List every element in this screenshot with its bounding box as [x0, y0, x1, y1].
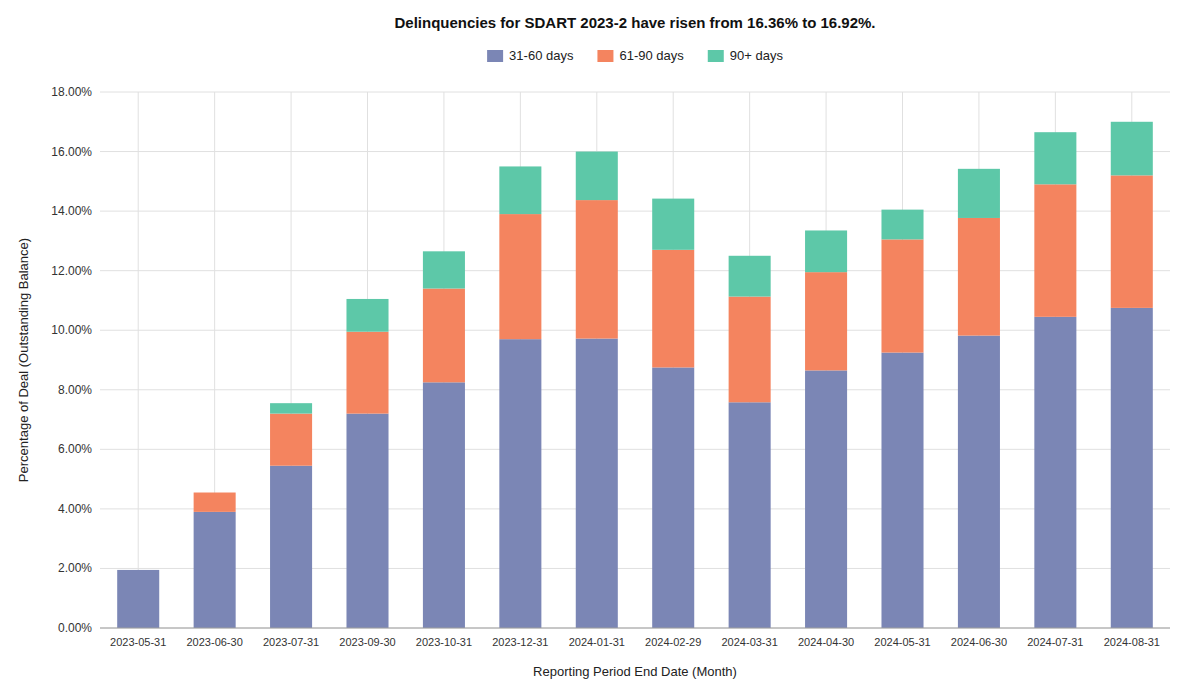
bar: [958, 218, 1000, 336]
y-tick-label: 16.00%: [51, 145, 92, 159]
bar: [1034, 132, 1076, 184]
bar: [270, 414, 312, 466]
x-tick-label: 2024-02-29: [645, 636, 701, 648]
y-tick-label: 8.00%: [58, 383, 92, 397]
bar: [423, 382, 465, 628]
y-tick-label: 6.00%: [58, 442, 92, 456]
y-grid-line: [100, 151, 1170, 152]
bar: [729, 402, 771, 628]
bar: [576, 339, 618, 628]
legend-item: 61-90 days: [597, 48, 684, 63]
bar: [423, 289, 465, 383]
bar: [805, 230, 847, 272]
bar: [270, 466, 312, 628]
bar: [881, 239, 923, 352]
x-axis-label: Reporting Period End Date (Month): [533, 664, 737, 679]
legend-swatch: [487, 50, 503, 62]
bar: [805, 272, 847, 370]
y-tick-label: 18.00%: [51, 85, 92, 99]
y-tick-label: 10.00%: [51, 323, 92, 337]
x-tick-label: 2023-09-30: [339, 636, 395, 648]
bar: [499, 214, 541, 339]
y-axis: 0.00% 2.00% 4.00% 6.00% 8.00% 10.00% 12.00% 14.…: [51, 85, 92, 635]
y-grid-line: [100, 508, 1170, 509]
legend-label: 61-90 days: [619, 48, 684, 63]
bar: [346, 332, 388, 414]
x-tick-label: 2024-06-30: [951, 636, 1007, 648]
x-tick-label: 2024-04-30: [798, 636, 854, 648]
bar: [881, 353, 923, 628]
x-tick-label: 2023-10-31: [416, 636, 472, 648]
bar: [499, 166, 541, 214]
bar: [117, 570, 159, 628]
x-grid-line: [138, 92, 139, 628]
legend-item: 90+ days: [708, 48, 784, 63]
bar: [805, 370, 847, 628]
bar: [117, 569, 159, 570]
bar: [194, 492, 236, 493]
bar: [270, 403, 312, 413]
bar: [1111, 122, 1153, 176]
x-tick-label: 2024-01-31: [569, 636, 625, 648]
y-tick-label: 12.00%: [51, 264, 92, 278]
y-grid-line: [100, 449, 1170, 450]
y-tick-label: 14.00%: [51, 204, 92, 218]
y-grid-line: [100, 628, 1170, 629]
bar: [652, 199, 694, 250]
y-grid-line: [100, 330, 1170, 331]
legend-swatch: [597, 50, 613, 62]
bar: [958, 169, 1000, 218]
bar: [652, 250, 694, 368]
bar: [346, 299, 388, 332]
bar: [194, 512, 236, 628]
bar: [576, 200, 618, 338]
bar: [346, 414, 388, 628]
x-tick-label: 2023-07-31: [263, 636, 319, 648]
bar: [1034, 184, 1076, 317]
y-axis-label: Percentage of Deal (Outstanding Balance): [16, 238, 31, 482]
legend: 31-60 days 61-90 days 90+ days: [487, 48, 783, 63]
bar: [117, 569, 159, 570]
y-grid-line: [100, 389, 1170, 390]
bar: [881, 210, 923, 240]
bar: [729, 297, 771, 403]
x-tick-label: 2024-03-31: [722, 636, 778, 648]
series-bars: [117, 308, 1153, 628]
bar: [499, 339, 541, 628]
x-axis: 2023-05-31 2023-06-30 2023-07-31 2023-09-30…: [110, 636, 1160, 648]
x-tick-label: 2023-12-31: [492, 636, 548, 648]
legend-swatch: [708, 50, 724, 62]
y-tick-label: 0.00%: [58, 621, 92, 635]
series-bars: [194, 175, 1153, 511]
bar: [958, 336, 1000, 628]
title: Delinquencies for SDART 2023-2 have rise…: [394, 14, 875, 31]
y-tick-label: 2.00%: [58, 561, 92, 575]
bar: [729, 256, 771, 297]
bar: [1034, 317, 1076, 628]
y-grid-line: [100, 568, 1170, 569]
y-grid-line: [100, 92, 1170, 93]
y-tick-label: 4.00%: [58, 502, 92, 516]
x-axis-line: [100, 628, 1170, 629]
bar: [1111, 308, 1153, 628]
legend-item: 31-60 days: [487, 48, 574, 63]
bar: [194, 493, 236, 512]
y-grid-line: [100, 211, 1170, 212]
y-grid-line: [100, 270, 1170, 271]
bar: [1111, 175, 1153, 308]
bar: [576, 152, 618, 201]
series-bars: [270, 122, 1153, 414]
legend-label: 90+ days: [730, 48, 784, 63]
bar: [423, 251, 465, 288]
legend-label: 31-60 days: [509, 48, 574, 63]
x-tick-label: 2024-05-31: [874, 636, 930, 648]
x-tick-label: 2023-05-31: [110, 636, 166, 648]
grid: [100, 92, 1170, 628]
bars: [117, 122, 1153, 628]
x-tick-label: 2024-08-31: [1104, 636, 1160, 648]
x-tick-label: 2023-06-30: [187, 636, 243, 648]
bar: [652, 367, 694, 628]
x-tick-label: 2024-07-31: [1027, 636, 1083, 648]
chart: 0.00% 2.00% 4.00% 6.00% 8.00% 10.00% 12.00% 14.…: [0, 0, 1200, 700]
